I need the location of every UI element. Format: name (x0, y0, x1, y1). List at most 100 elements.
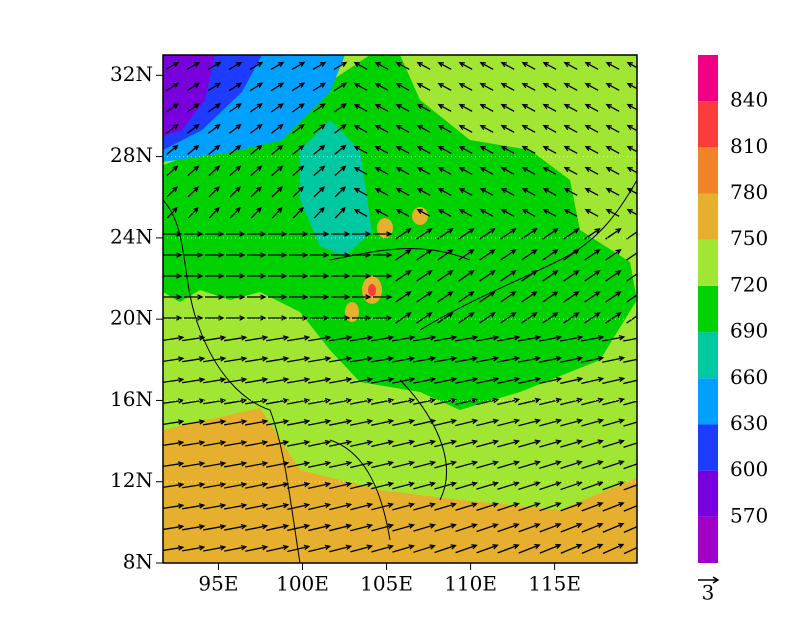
wind-arrow-head (500, 145, 507, 152)
wind-arrow (229, 165, 241, 177)
wind-arrow-head (193, 103, 200, 109)
wind-arrow (203, 357, 225, 363)
wind-arrow (542, 270, 558, 282)
wind-arrow (543, 167, 557, 175)
wind-arrow-head (324, 398, 332, 404)
wind-arrow (329, 545, 351, 553)
wind-arrow (564, 146, 578, 154)
wind-arrow (438, 125, 452, 133)
wind-arrow (455, 440, 477, 448)
wind-arrow (518, 336, 540, 342)
wind-arrow (224, 378, 246, 384)
wind-arrow (626, 315, 637, 324)
wind-arrow (250, 165, 262, 177)
wind-arrow (438, 146, 452, 154)
wind-arrow (602, 543, 624, 555)
wind-arrow (627, 209, 637, 216)
wind-arrow (581, 460, 603, 470)
wind-arrow (229, 124, 241, 134)
wind-arrow (542, 291, 558, 303)
wind-arrow-head (277, 123, 284, 130)
y-tick-label: 32N (110, 62, 153, 86)
wind-arrow (392, 419, 414, 427)
wind-arrow-head (429, 439, 437, 446)
wind-arrow (605, 228, 621, 240)
wind-arrow-head (618, 397, 626, 403)
wind-arrow-head (492, 544, 499, 550)
wind-arrow (224, 483, 246, 489)
wind-arrow-head (323, 294, 330, 300)
wind-arrow (413, 503, 435, 511)
wind-arrow-head (542, 103, 549, 110)
wind-arrow (182, 336, 204, 342)
wind-arrow (354, 167, 368, 175)
wind-arrow (396, 146, 410, 154)
wind-arrow-head (319, 186, 326, 193)
wind-arrow-head (395, 82, 402, 89)
wind-arrow (497, 419, 519, 427)
wind-arrow (455, 357, 477, 363)
wind-arrow-head (500, 166, 507, 173)
wind-arrow-head (198, 356, 206, 362)
wind-arrow (375, 125, 389, 133)
wind-arrow (542, 249, 558, 261)
wind-arrow-head (340, 165, 347, 172)
wind-arrow-head (240, 356, 248, 362)
wind-arrow-head (597, 397, 605, 404)
wind-arrow-head (615, 228, 622, 234)
wind-arrow-head (576, 335, 584, 341)
wind-arrow (350, 461, 372, 469)
wind-arrow (245, 525, 267, 531)
wind-arrow (476, 544, 498, 554)
wind-arrow (266, 399, 288, 405)
wind-arrow-head (563, 124, 570, 131)
wind-arrow-head (344, 252, 351, 258)
wind-arrow (350, 524, 372, 532)
wind-arrow-head (345, 398, 353, 404)
wind-arrow-head (534, 460, 541, 466)
wind-arrow-head (510, 291, 517, 297)
wind-arrow (626, 252, 637, 261)
wind-arrow-head (374, 166, 381, 173)
wind-arrow-head (256, 123, 263, 130)
wind-arrow-head (479, 208, 486, 215)
colorbar-label: 690 (730, 319, 768, 343)
wind-arrow (539, 357, 561, 363)
wind-arrow-head (513, 502, 520, 508)
wind-arrow (392, 461, 414, 469)
wind-arrow (392, 440, 414, 448)
wind-arrow (521, 312, 537, 324)
wind-arrow (500, 312, 516, 324)
wind-arrow-head (303, 398, 311, 404)
wind-vectors (163, 61, 645, 555)
wind-arrow-head (344, 231, 351, 237)
wind-arrow (287, 336, 309, 342)
wind-arrow-head (555, 397, 563, 404)
wind-arrow-head (366, 439, 374, 446)
wind-arrow (350, 545, 372, 553)
wind-arrow-head (387, 439, 395, 446)
wind-arrow-head (640, 440, 645, 444)
wind-arrow-head (605, 82, 612, 89)
wind-arrow-head (218, 294, 225, 300)
wind-arrow (605, 312, 621, 324)
wind-arrow (416, 270, 432, 282)
wind-arrow-head (521, 82, 528, 89)
wind-arrow-head (510, 228, 517, 234)
wind-arrow-head (408, 397, 416, 404)
wind-arrow (250, 186, 262, 198)
wind-arrow-head (344, 273, 351, 279)
wind-arrow (313, 145, 325, 155)
wind-arrow (417, 209, 431, 217)
wind-arrow (497, 502, 519, 512)
wind-arrow (182, 399, 204, 405)
wind-arrow (186, 82, 200, 92)
wind-arrow (518, 440, 540, 448)
wind-arrow (271, 165, 283, 177)
wind-arrow (522, 62, 536, 70)
wind-arrow-head (471, 356, 479, 362)
wind-arrow-head (323, 273, 330, 279)
wind-arrow (606, 209, 620, 217)
x-tick-label: 100E (276, 572, 329, 596)
wind-arrow (224, 504, 246, 510)
